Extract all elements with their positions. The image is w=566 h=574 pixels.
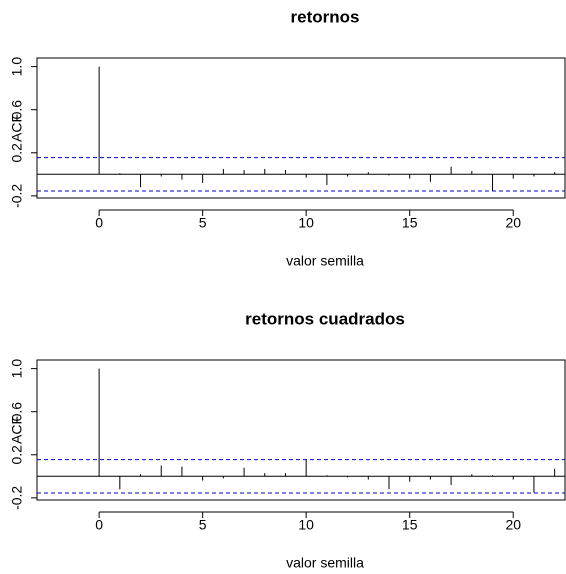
x-tick-label: 20	[505, 215, 521, 231]
y-tick-label: 0.6	[9, 402, 25, 422]
y-tick-label: 0.2	[9, 143, 25, 163]
x-tick-label: 5	[199, 517, 207, 533]
y-tick-label: 1.0	[9, 57, 25, 77]
x-tick-label: 10	[298, 215, 314, 231]
x-tick-label: 15	[402, 517, 418, 533]
chart-title: retornos cuadrados	[245, 309, 405, 328]
y-tick-label: 0.6	[9, 100, 25, 120]
x-tick-label: 20	[505, 517, 521, 533]
x-tick-label: 5	[199, 215, 207, 231]
x-tick-label: 0	[95, 517, 103, 533]
y-tick-label: -0.2	[9, 184, 25, 208]
x-tick-label: 15	[402, 215, 418, 231]
x-axis-label: valor semilla	[286, 555, 364, 571]
x-axis-label: valor semilla	[286, 253, 364, 269]
plot-frame	[36, 57, 566, 199]
y-tick-label: 0.2	[9, 445, 25, 465]
y-axis-label: ACF	[9, 114, 25, 142]
plot-frame	[36, 359, 566, 501]
y-tick-label: 1.0	[9, 359, 25, 379]
y-tick-label: -0.2	[9, 486, 25, 510]
y-axis-label: ACF	[9, 416, 25, 444]
chart-title: retornos	[291, 7, 360, 26]
x-tick-label: 0	[95, 215, 103, 231]
x-tick-label: 10	[298, 517, 314, 533]
